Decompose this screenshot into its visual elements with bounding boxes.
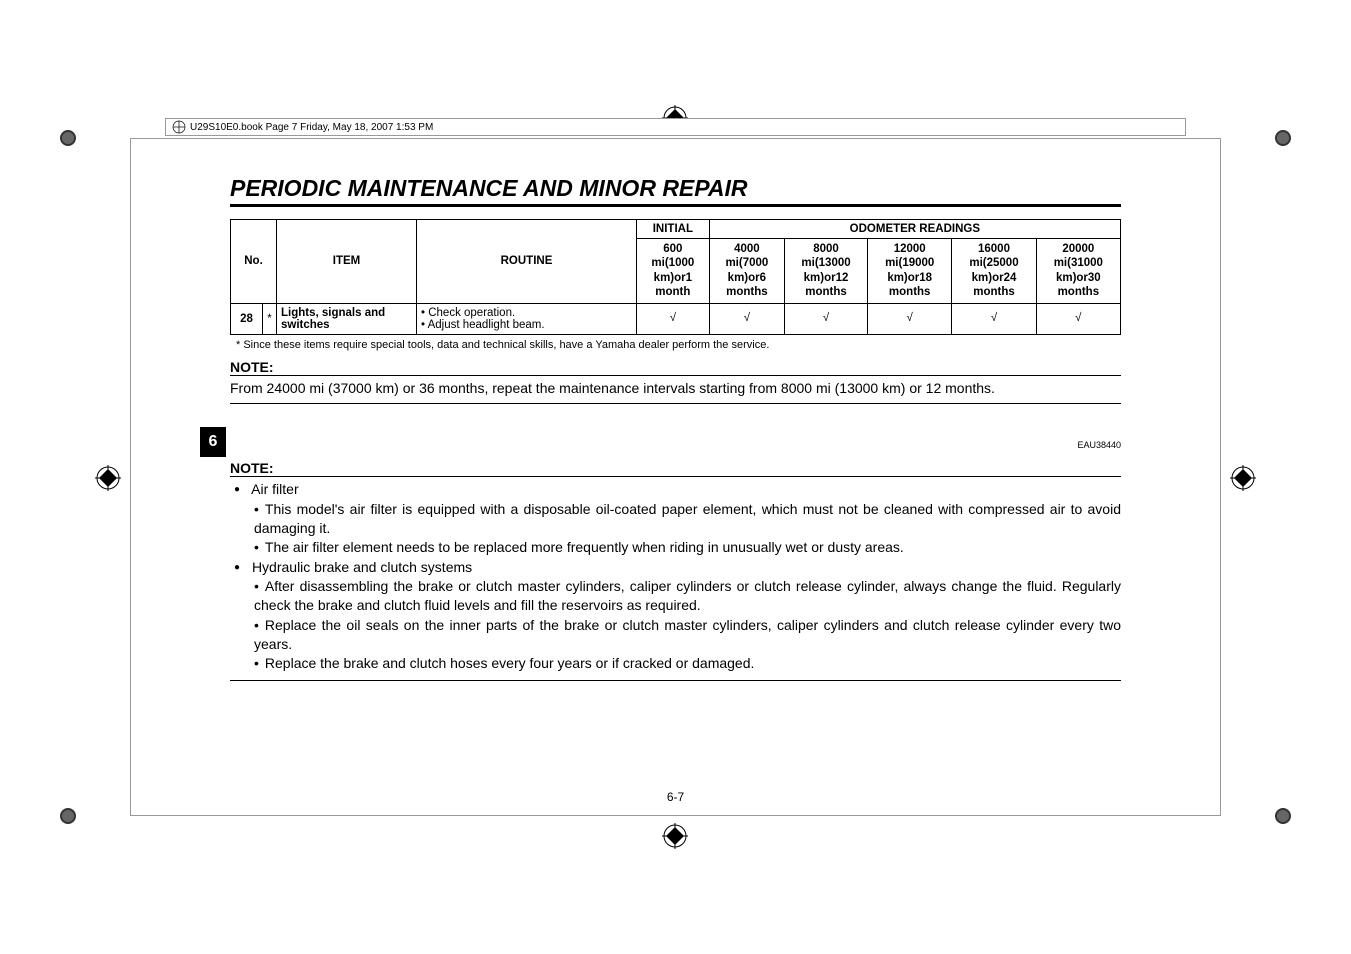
registration-mark-bottom — [662, 823, 688, 849]
list-item: Replace the brake and clutch hoses every… — [254, 654, 1121, 673]
note2-heading: NOTE: — [230, 460, 1121, 477]
list-item: The air filter element needs to be repla… — [254, 538, 1121, 557]
eau-code: EAU38440 — [230, 440, 1121, 450]
registration-mark-left — [95, 465, 121, 491]
th-item: ITEM — [277, 220, 417, 304]
cell-no: 28 — [231, 303, 263, 334]
cell-check-5: √ — [1036, 303, 1120, 334]
cell-check-4: √ — [952, 303, 1036, 334]
section-title: PERIODIC MAINTENANCE AND MINOR REPAIR — [230, 175, 1121, 202]
cell-check-2: √ — [785, 303, 868, 334]
list-item: After disassembling the brake or clutch … — [254, 577, 1121, 616]
th-odometer: ODOMETER READINGS — [709, 220, 1120, 239]
table-row: 28 * Lights, signals and switches • Chec… — [231, 303, 1121, 334]
note1-text: From 24000 mi (37000 km) or 36 months, r… — [230, 379, 1121, 398]
list-item: Air filter This model's air filter is eq… — [234, 480, 1121, 557]
note2-label: NOTE: — [230, 460, 274, 476]
crop-mark-tr — [1275, 130, 1291, 146]
page-content: PERIODIC MAINTENANCE AND MINOR REPAIR No… — [230, 175, 1121, 681]
title-rule — [230, 204, 1121, 207]
th-interval-2: 8000 mi(13000 km)or12 months — [785, 239, 868, 304]
note1-label: NOTE: — [230, 359, 274, 375]
list-item: Replace the oil seals on the inner parts… — [254, 616, 1121, 655]
page-number: 6-7 — [0, 790, 1351, 804]
th-interval-5: 20000 mi(31000 km)or30 months — [1036, 239, 1120, 304]
cell-check-1: √ — [709, 303, 784, 334]
cell-item: Lights, signals and switches — [277, 303, 417, 334]
bullet-text: Air filter — [251, 481, 298, 497]
list-item: This model's air filter is equipped with… — [254, 500, 1121, 539]
registration-mark-right — [1230, 465, 1256, 491]
chapter-tab: 6 — [200, 427, 226, 457]
table-footnote: * Since these items require special tool… — [236, 339, 1121, 351]
th-interval-4: 16000 mi(25000 km)or24 months — [952, 239, 1036, 304]
cell-star: * — [263, 303, 277, 334]
note1-end-rule — [230, 403, 1121, 404]
th-interval-1: 4000 mi(7000 km)or6 months — [709, 239, 784, 304]
crop-mark-tl — [60, 130, 76, 146]
th-no: No. — [231, 220, 277, 304]
cell-check-3: √ — [868, 303, 952, 334]
maintenance-table: No. ITEM ROUTINE INITIAL ODOMETER READIN… — [230, 219, 1121, 335]
header-strip-text: U29S10E0.book Page 7 Friday, May 18, 200… — [190, 122, 433, 133]
th-initial: INITIAL — [637, 220, 710, 239]
crop-mark-bl — [60, 808, 76, 824]
cell-check-0: √ — [637, 303, 710, 334]
bullet-text: Hydraulic brake and clutch systems — [252, 559, 472, 575]
note1-heading: NOTE: — [230, 359, 1121, 376]
cell-routine: • Check operation.• Adjust headlight bea… — [417, 303, 637, 334]
th-routine: ROUTINE — [417, 220, 637, 304]
page-header-strip: U29S10E0.book Page 7 Friday, May 18, 200… — [165, 118, 1186, 136]
list-item: Hydraulic brake and clutch systems After… — [234, 558, 1121, 674]
crop-mark-br — [1275, 808, 1291, 824]
note2-end-rule — [230, 680, 1121, 681]
th-interval-3: 12000 mi(19000 km)or18 months — [868, 239, 952, 304]
note2-bullet-list: Air filter This model's air filter is eq… — [230, 480, 1121, 673]
th-interval-0: 600 mi(1000 km)or1 month — [637, 239, 710, 304]
